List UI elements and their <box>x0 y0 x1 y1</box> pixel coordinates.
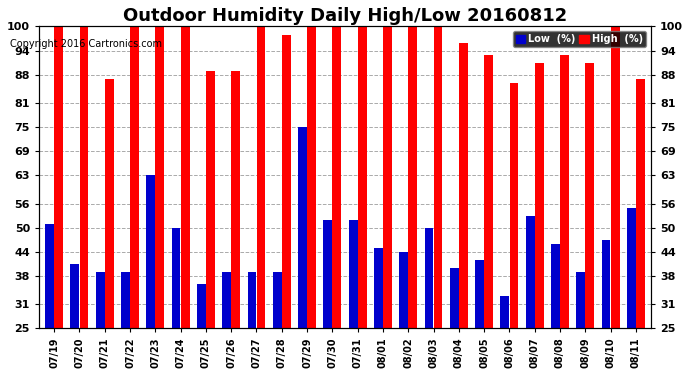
Bar <box>500 296 509 328</box>
Bar <box>636 79 645 328</box>
Bar <box>400 252 408 328</box>
Bar <box>333 27 342 328</box>
Bar <box>509 83 518 328</box>
Bar <box>627 208 635 328</box>
Bar <box>484 55 493 328</box>
Bar <box>181 27 190 328</box>
Bar <box>535 63 544 328</box>
Bar <box>222 272 231 328</box>
Bar <box>298 127 307 328</box>
Bar <box>79 27 88 328</box>
Bar <box>146 176 155 328</box>
Bar <box>257 27 266 328</box>
Bar <box>45 224 54 328</box>
Bar <box>585 63 594 328</box>
Bar <box>55 27 63 328</box>
Bar <box>611 27 620 328</box>
Bar <box>433 27 442 328</box>
Bar <box>424 228 433 328</box>
Bar <box>121 272 130 328</box>
Bar <box>155 27 164 328</box>
Bar <box>273 272 282 328</box>
Bar <box>358 27 366 328</box>
Bar <box>307 27 316 328</box>
Bar <box>70 264 79 328</box>
Bar <box>324 220 332 328</box>
Bar <box>282 34 290 328</box>
Legend: Low  (%), High  (%): Low (%), High (%) <box>513 32 646 47</box>
Bar <box>374 248 383 328</box>
Bar <box>231 71 240 328</box>
Title: Outdoor Humidity Daily High/Low 20160812: Outdoor Humidity Daily High/Low 20160812 <box>123 7 567 25</box>
Bar <box>408 27 417 328</box>
Bar <box>206 71 215 328</box>
Bar <box>526 216 535 328</box>
Bar <box>602 240 611 328</box>
Bar <box>383 27 392 328</box>
Bar <box>197 284 206 328</box>
Bar <box>560 55 569 328</box>
Bar <box>172 228 181 328</box>
Bar <box>130 27 139 328</box>
Bar <box>475 260 484 328</box>
Bar <box>551 244 560 328</box>
Bar <box>248 272 257 328</box>
Bar <box>105 79 114 328</box>
Bar <box>450 268 459 328</box>
Text: Copyright 2016 Cartronics.com: Copyright 2016 Cartronics.com <box>10 39 162 50</box>
Bar <box>576 272 585 328</box>
Bar <box>459 43 468 328</box>
Bar <box>96 272 105 328</box>
Bar <box>348 220 357 328</box>
